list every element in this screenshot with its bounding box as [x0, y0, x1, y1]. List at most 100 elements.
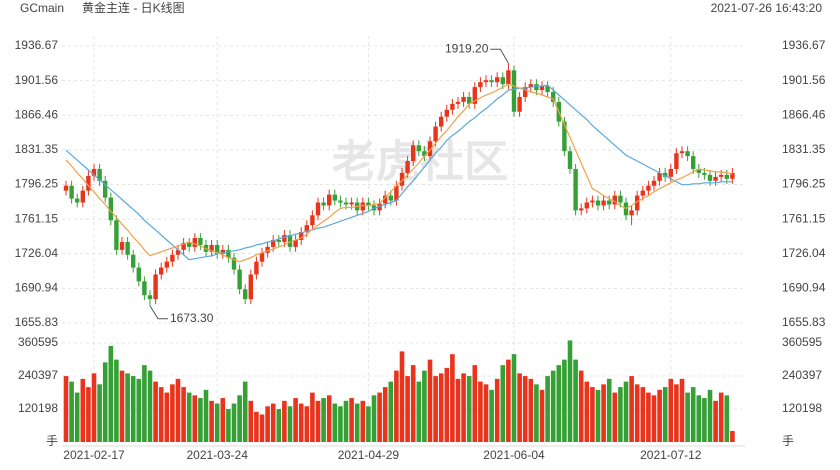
volume-bar — [125, 373, 130, 442]
candle-body — [601, 200, 606, 206]
volume-bar — [606, 378, 612, 442]
candle-body — [539, 86, 545, 91]
volume-bar — [231, 403, 237, 442]
candle-body — [511, 70, 517, 112]
candle-body — [567, 151, 573, 169]
candle-body — [299, 232, 304, 240]
candle-body — [483, 80, 489, 83]
y-tick-label-right: 1936.67 — [782, 38, 826, 52]
volume-bar — [646, 392, 651, 442]
candle-body — [590, 200, 595, 203]
candle-body — [444, 109, 449, 117]
volume-bar — [304, 406, 310, 442]
volume-bar — [114, 359, 119, 442]
volume-bar — [214, 403, 220, 442]
candle-body — [500, 77, 505, 85]
volume-bar — [534, 384, 539, 442]
volume-bar — [282, 400, 287, 442]
volume-bar — [674, 384, 679, 442]
y-tick-label: 1901.56 — [15, 73, 59, 87]
volume-bar — [528, 378, 534, 442]
volume-bar — [293, 398, 298, 442]
low-label: 1673.30 — [170, 311, 214, 325]
candle-body — [226, 249, 231, 258]
volume-bar — [158, 387, 164, 442]
candle-body — [164, 261, 169, 268]
volume-bar — [237, 395, 242, 442]
volume-bar — [164, 392, 170, 442]
volume-bar — [298, 403, 304, 442]
candle-body — [175, 249, 181, 255]
volume-bar — [326, 395, 332, 442]
symbol: GCmain — [20, 1, 64, 15]
volume-bar — [713, 400, 718, 442]
candle-body — [248, 274, 253, 300]
volume-bar — [270, 403, 276, 442]
volume-bar — [377, 392, 382, 442]
volume-bar — [590, 387, 595, 442]
candle-body — [439, 116, 444, 127]
candle-body — [293, 239, 298, 247]
volume-bar — [662, 387, 668, 442]
candle-body — [136, 267, 141, 282]
candle-body — [691, 156, 696, 169]
volume-bar — [410, 365, 416, 442]
candle-body — [349, 202, 354, 205]
candle-body — [618, 195, 623, 203]
volume-bar — [724, 395, 730, 442]
candle-body — [142, 281, 147, 296]
candle-body — [724, 174, 729, 179]
y-tick-label-right: 1796.25 — [782, 177, 826, 191]
candle-body — [562, 121, 567, 152]
volume-bar — [63, 376, 69, 442]
volume-bar — [567, 340, 573, 442]
volume-bar — [573, 359, 578, 442]
volume-bar — [466, 376, 472, 442]
candle-body — [63, 185, 69, 191]
candle-body — [467, 96, 472, 104]
candle-body — [108, 197, 113, 221]
volume-bar — [226, 409, 231, 442]
volume-bar — [640, 387, 646, 442]
volume-bar — [405, 376, 410, 442]
candle-body — [276, 239, 281, 242]
volume-bar — [494, 378, 500, 442]
volume-bar — [388, 381, 394, 442]
x-tick-label: 2021-07-12 — [640, 448, 702, 462]
candle-body — [629, 210, 634, 216]
volume-bar — [371, 395, 377, 442]
volume-bar — [102, 362, 108, 442]
candle-body — [651, 180, 657, 186]
y-tick-label-right: 1726.04 — [782, 246, 826, 260]
volume-bar — [489, 389, 494, 442]
volume-bar — [461, 373, 466, 442]
x-tick-label: 2021-02-17 — [63, 448, 125, 462]
volume-bar — [153, 381, 158, 442]
volume-bar — [382, 387, 388, 442]
candle-body — [719, 174, 724, 177]
candle-body — [343, 202, 349, 205]
candle-body — [663, 172, 668, 177]
volume-bar — [539, 389, 545, 442]
volume-bar — [651, 395, 657, 442]
candle-body — [119, 241, 125, 250]
volume-bar — [657, 389, 662, 442]
candle-body — [584, 202, 589, 209]
volume-bar — [450, 354, 455, 442]
volume-bar — [483, 384, 489, 442]
volume-bar — [130, 376, 136, 442]
volume-bar — [142, 365, 147, 442]
chart-title: 黄金主连 - 日K线图 — [82, 0, 185, 15]
x-tick-label: 2021-04-29 — [338, 448, 400, 462]
candle-body — [237, 269, 242, 290]
volume-tick-label-right: 120198 — [782, 401, 822, 415]
candle-body — [528, 84, 533, 88]
candle-body — [181, 242, 186, 250]
candle-body — [534, 84, 539, 91]
y-tick-label: 1655.83 — [15, 315, 59, 329]
volume-bar — [472, 365, 478, 442]
volume-bar — [343, 400, 349, 442]
volume-bar — [209, 400, 214, 442]
candle-body — [551, 92, 556, 102]
volume-bar — [545, 376, 550, 442]
